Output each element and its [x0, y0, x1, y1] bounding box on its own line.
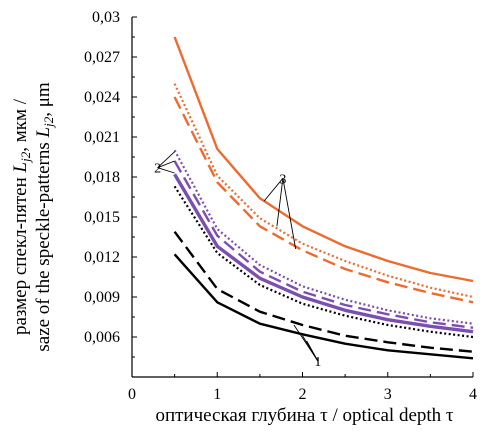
y-tick-label: 0,006	[84, 329, 120, 346]
x-axis-label: оптическая глубина τ / optical depth τ	[155, 405, 453, 426]
x-tick-label: 4	[469, 386, 477, 403]
leader-line-2-1	[157, 151, 175, 168]
series-line-9	[173, 253, 474, 360]
y-tick-label: 0,015	[84, 209, 120, 226]
y-tick-label: 0,009	[84, 289, 120, 306]
x-tick-label: 1	[213, 386, 221, 403]
y-axis-label-line-2-var: L	[33, 127, 54, 139]
y-axis-label-line-1-sub: j2	[18, 151, 33, 164]
axes: 0,006 0,009 0,012 0,015 0,018 0,021 0,024 0,027…	[84, 9, 477, 403]
leader-line-3-1	[263, 178, 284, 202]
y-axis-label-line-2: saze of the speckle-patterns Lj2, μm	[33, 82, 56, 352]
series-lines	[173, 36, 474, 360]
curve-group-label-3: 3	[279, 172, 286, 187]
series-line-5	[173, 160, 474, 329]
series-line-8	[173, 230, 474, 353]
y-tick-label: 0,021	[84, 129, 120, 146]
leader-line-1-3	[306, 340, 319, 362]
series-line-3	[173, 96, 474, 304]
y-axis-label-line-2-suffix: , μm	[33, 82, 54, 117]
series-line-6	[173, 173, 474, 334]
leader-line-2-3	[157, 167, 175, 174]
curve-group-label-2: 2	[154, 162, 161, 177]
y-axis-label-line-1: размер спекл-пятен Lj2, мкм /	[10, 98, 33, 335]
y-tick-label: 0,012	[84, 249, 120, 266]
curve-group-label-1: 1	[314, 355, 321, 370]
x-tick-label: 3	[384, 386, 392, 403]
series-line-1	[173, 36, 474, 283]
x-tick-label: 0	[128, 386, 136, 403]
y-axis-label-line-2-prefix: saze of the speckle-patterns	[33, 137, 54, 351]
leader-line-2-2	[157, 160, 175, 169]
leader-line-3-3	[282, 178, 297, 250]
series-line-7	[173, 185, 474, 339]
y-tick-label: 0,027	[84, 49, 120, 66]
y-axis-label-line-2-sub: j2	[41, 116, 56, 129]
leader-line-3-2	[276, 178, 284, 227]
y-axis-label-line-1-prefix: размер спекл-пятен	[10, 173, 31, 336]
y-tick-label: 0,024	[84, 89, 120, 106]
y-axis-label-line-1-var: L	[10, 162, 31, 174]
series-line-2	[173, 83, 474, 299]
annotations: 1 2 3	[154, 151, 321, 370]
x-tick-label: 2	[299, 386, 307, 403]
y-axis-label-line-1-suffix: , мкм /	[10, 98, 31, 152]
y-tick-label: 0,03	[92, 9, 120, 26]
y-tick-label: 0,018	[84, 169, 120, 186]
